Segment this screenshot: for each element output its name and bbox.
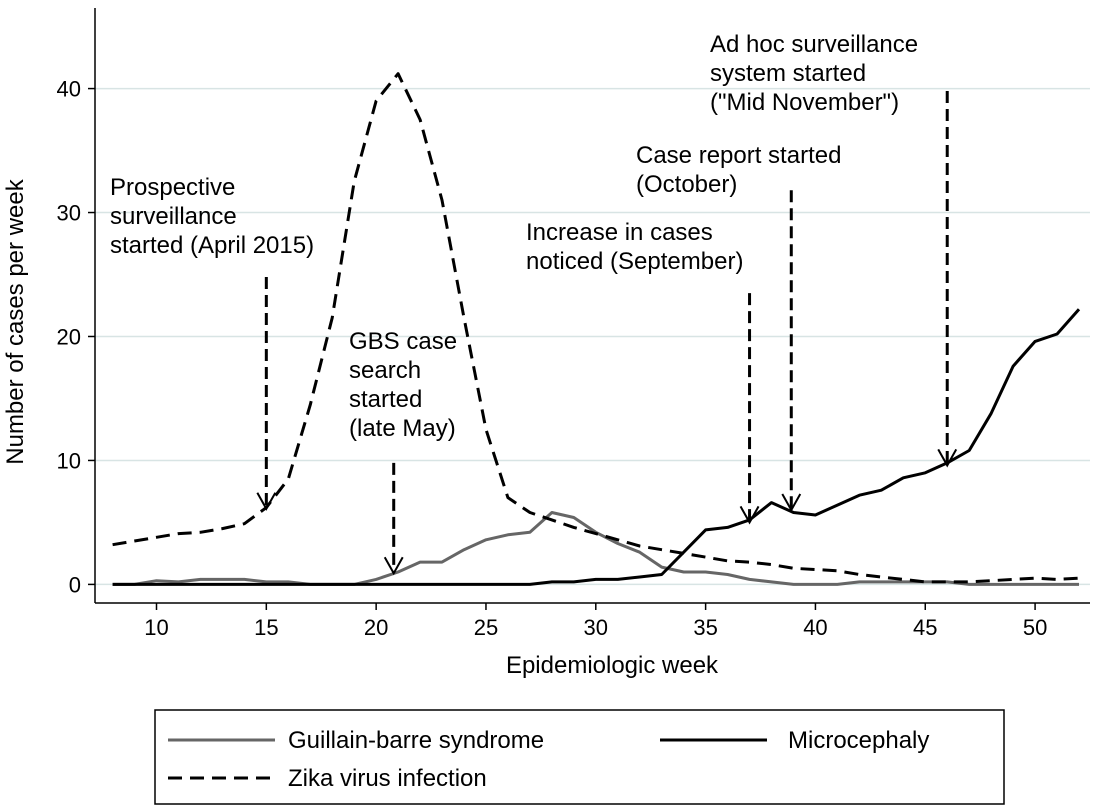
- x-tick-label: 45: [913, 615, 937, 640]
- x-tick-label: 50: [1023, 615, 1047, 640]
- x-tick-label: 15: [254, 615, 278, 640]
- legend: Guillain-barre syndrome Microcephaly Zika …: [154, 709, 1005, 805]
- x-tick-label: 25: [474, 615, 498, 640]
- x-tick-label: 30: [584, 615, 608, 640]
- x-tick-label: 35: [693, 615, 717, 640]
- x-axis-label: Epidemiologic week: [506, 652, 719, 679]
- legend-item: Microcephaly: [660, 727, 929, 754]
- annotation-text: surveillance: [110, 203, 237, 230]
- axes: [94, 8, 1090, 604]
- arrowhead: [739, 505, 760, 525]
- legend-label: Guillain-barre syndrome: [288, 727, 544, 754]
- legend-label: Zika virus infection: [288, 765, 487, 792]
- annotation-text: ("Mid November"): [710, 89, 899, 116]
- annotation-text: noticed (September): [526, 248, 743, 275]
- y-tick-label: 40: [57, 77, 81, 102]
- series-line-guillain-barre-syndrome: [112, 511, 1079, 586]
- y-tick-label: 30: [57, 201, 81, 226]
- series-line-microcephaly: [112, 308, 1081, 586]
- annotation-text: Case report started: [636, 142, 841, 169]
- legend-box: [154, 709, 1005, 805]
- arrowhead: [383, 556, 404, 576]
- annotation-text: Prospective: [110, 174, 235, 201]
- gridlines: [95, 87, 1090, 586]
- arrowhead: [781, 493, 802, 513]
- y-tick-label: 10: [57, 448, 81, 473]
- annotation-text: started: [349, 386, 422, 413]
- legend-label: Microcephaly: [788, 727, 929, 754]
- legend-item: Zika virus infection: [168, 765, 487, 792]
- x-tick-label: 10: [144, 615, 168, 640]
- annotation-text: search: [349, 357, 421, 384]
- y-tick-label: 20: [57, 324, 81, 349]
- annotation-text: started (April 2015): [110, 232, 314, 259]
- y-axis-label: Number of cases per week: [2, 178, 29, 464]
- series-line-zika-virus-infection: [112, 72, 1080, 584]
- arrowhead: [937, 448, 958, 468]
- annotation-text: Increase in cases: [526, 219, 713, 246]
- annotation-text: system started: [710, 60, 866, 87]
- annotation-text: GBS case: [349, 328, 457, 355]
- y-tick-label: 0: [69, 572, 81, 597]
- legend-item: Guillain-barre syndrome: [168, 727, 544, 754]
- annotation-text: (late May): [349, 415, 456, 442]
- annotation: Case report started(October): [636, 142, 841, 513]
- annotation-text: Ad hoc surveillance: [710, 31, 918, 58]
- x-tick-label: 40: [803, 615, 827, 640]
- ticks: 10 15 20 25 30 35 40 45 50 0 10 20 30 40: [57, 77, 1048, 640]
- series-layer: [112, 72, 1081, 586]
- annotation-text: (October): [636, 171, 737, 198]
- arrowhead: [256, 492, 277, 511]
- x-tick-label: 20: [364, 615, 388, 640]
